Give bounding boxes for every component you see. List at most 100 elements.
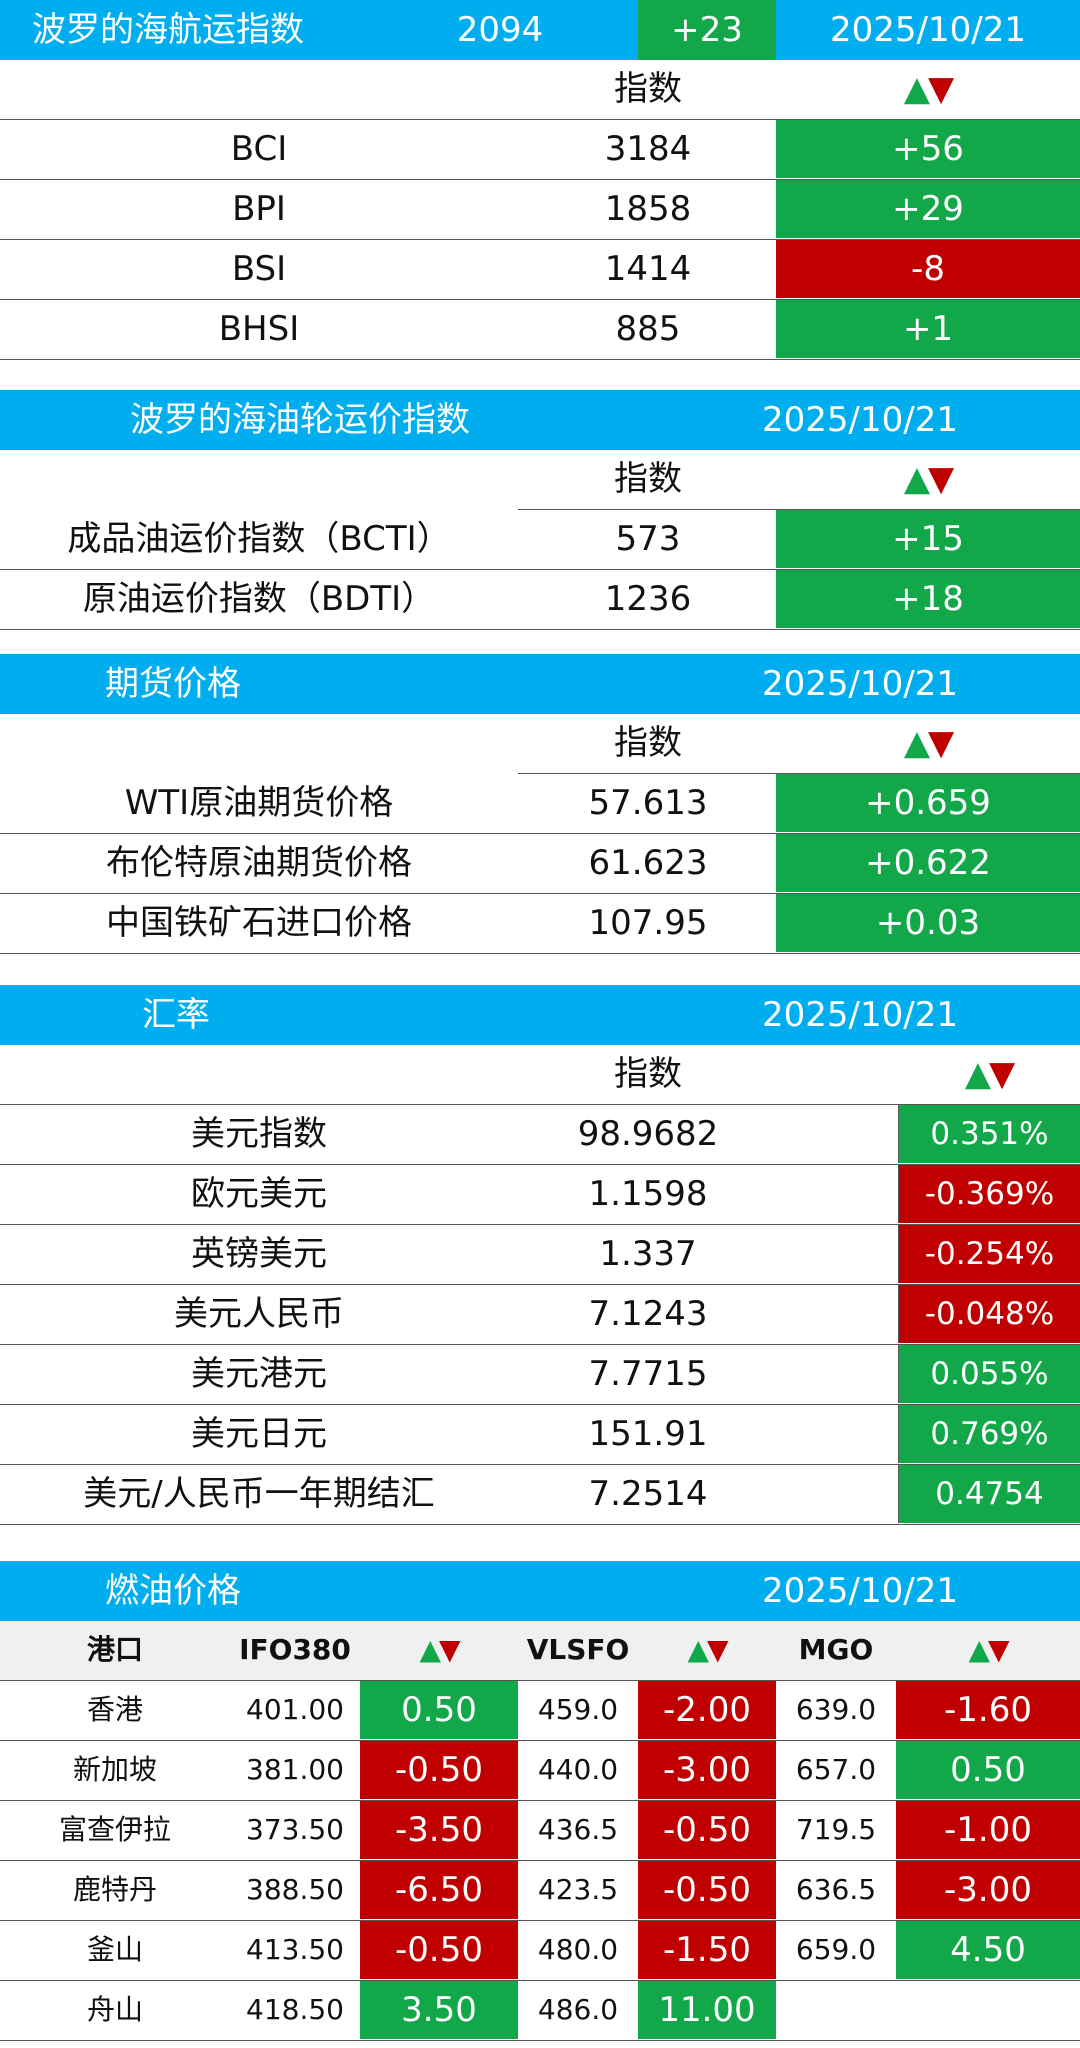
table-row: 布伦特原油期货价格 61.623 +0.622 [0,834,1080,894]
row-change: 0.769% [898,1405,1080,1463]
table-row: 美元/人民币一年期结汇 7.2514 0.4754 [0,1465,1080,1525]
table-row: BCI 3184 +56 [0,120,1080,180]
futures-section: 期货价格 2025/10/21 指数 ▲▼ WTI原油期货价格 57.613 +0.… [0,654,1080,954]
table-row: 欧元美元 1.1598 -0.369% [0,1165,1080,1225]
col-mgo: MGO [776,1621,896,1679]
row-change: 0.4754 [898,1465,1080,1523]
fx-title: 汇率 [142,995,210,1035]
row-change: -8 [776,240,1080,298]
vlsfo-change: -0.50 [638,1861,776,1919]
row-value: 1414 [604,249,692,289]
row-value: 3184 [604,129,692,169]
bdi-date: 2025/10/21 [830,10,1026,50]
row-change: 0.351% [898,1105,1080,1163]
tanker-colheader: 指数 ▲▼ [0,450,1080,510]
fuel-header: 燃油价格 2025/10/21 [0,1561,1080,1621]
row-name: 原油运价指数（BDTI） [82,579,436,619]
tanker-section: 波罗的海油轮运价指数 2025/10/21 指数 ▲▼ 成品油运价指数（BCTI… [0,390,1080,630]
ifo-change: 0.50 [360,1681,518,1739]
ifo-change: -6.50 [360,1861,518,1919]
table-row: 釜山 413.50 -0.50 480.0 -1.50 659.0 4.50 [0,1921,1080,1981]
arrows-icon: ▲▼ [903,69,954,109]
row-name: 成品油运价指数（BCTI） [67,519,451,559]
arrows-icon: ▲▼ [896,1621,1080,1679]
vlsfo-change: -1.50 [638,1921,776,1979]
table-row: BHSI 885 +1 [0,300,1080,360]
row-name: 英镑美元 [191,1234,327,1274]
ifo-change: 3.50 [360,1981,518,2039]
table-row: 中国铁矿石进口价格 107.95 +0.03 [0,894,1080,954]
ifo-change: -3.50 [360,1801,518,1859]
row-name: 布伦特原油期货价格 [106,843,412,883]
row-value: 1236 [604,579,692,619]
arrows-icon: ▲▼ [360,1621,518,1679]
row-name: BHSI [218,309,300,349]
vlsfo-change: -3.00 [638,1741,776,1799]
row-value: 1.1598 [588,1174,708,1214]
arrows-icon: ▲▼ [776,450,1080,510]
port-name: 鹿特丹 [72,1873,157,1906]
col-index-label: 指数 [518,714,778,774]
bdi-header: 波罗的海航运指数 2094 +23 2025/10/21 [0,0,1080,60]
fx-date: 2025/10/21 [762,995,958,1035]
col-port: 港口 [0,1621,230,1679]
table-row: 舟山 418.50 3.50 486.0 11.00 [0,1981,1080,2041]
bdi-title: 波罗的海航运指数 [32,10,304,50]
futures-colheader: 指数 ▲▼ [0,714,1080,774]
row-name: 美元日元 [191,1414,327,1454]
ifo-change: -0.50 [360,1921,518,1979]
futures-header: 期货价格 2025/10/21 [0,654,1080,714]
ifo-price: 373.50 [246,1813,344,1846]
mgo-change: -1.00 [896,1801,1080,1859]
port-name: 舟山 [86,1993,143,2026]
vlsfo-change: -0.50 [638,1801,776,1859]
arrows-icon: ▲▼ [776,714,1080,774]
row-value: 61.623 [588,843,708,883]
table-row: 美元日元 151.91 0.769% [0,1405,1080,1465]
table-row: 新加坡 381.00 -0.50 440.0 -3.00 657.0 0.50 [0,1741,1080,1801]
bdi-change: +23 [638,0,776,60]
row-value: 151.91 [588,1414,708,1454]
table-row: 成品油运价指数（BCTI） 573 +15 [0,510,1080,570]
ifo-price: 388.50 [246,1873,344,1906]
fx-section: 汇率 2025/10/21 指数 ▲▼ 美元指数 98.9682 0.351% 欧元美… [0,985,1080,1525]
table-row: 英镑美元 1.337 -0.254% [0,1225,1080,1285]
row-value: 573 [615,519,681,559]
fx-colheader: 指数 ▲▼ [0,1045,1080,1105]
row-value: 57.613 [588,783,708,823]
row-name: BPI [232,189,286,229]
row-change: -0.048% [898,1285,1080,1343]
row-name: 美元/人民币一年期结汇 [83,1474,435,1514]
vlsfo-price: 480.0 [537,1933,619,1966]
row-name: 中国铁矿石进口价格 [106,903,412,943]
vlsfo-price: 440.0 [537,1753,619,1786]
row-value: 7.2514 [588,1474,708,1514]
port-name: 富查伊拉 [58,1813,171,1846]
table-row: 鹿特丹 388.50 -6.50 423.5 -0.50 636.5 -3.00 [0,1861,1080,1921]
ifo-price: 401.00 [246,1693,344,1726]
row-value: 107.95 [588,903,708,943]
port-name: 釜山 [86,1933,143,1966]
row-value: 7.1243 [588,1294,708,1334]
table-row: 美元港元 7.7715 0.055% [0,1345,1080,1405]
bdi-section: 波罗的海航运指数 2094 +23 2025/10/21 指数 ▲▼ BCI 31… [0,0,1080,360]
mgo-price [776,1981,896,2039]
row-name: 美元港元 [191,1354,327,1394]
row-change: +56 [776,120,1080,178]
vlsfo-price: 436.5 [537,1813,619,1846]
fuel-title: 燃油价格 [105,1571,241,1611]
tanker-date: 2025/10/21 [762,400,958,440]
table-row: BSI 1414 -8 [0,240,1080,300]
port-name: 新加坡 [72,1753,157,1786]
row-name: 美元人民币 [174,1294,344,1334]
mgo-price: 719.5 [795,1813,877,1846]
mgo-change [896,1981,1080,2039]
mgo-change: -1.60 [896,1681,1080,1739]
vlsfo-price: 459.0 [537,1693,619,1726]
futures-title: 期货价格 [105,664,241,704]
table-row: WTI原油期货价格 57.613 +0.659 [0,774,1080,834]
row-change: +1 [776,300,1080,358]
table-row: 香港 401.00 0.50 459.0 -2.00 639.0 -1.60 [0,1681,1080,1741]
table-row: 美元指数 98.9682 0.351% [0,1105,1080,1165]
row-change: +0.659 [776,774,1080,832]
